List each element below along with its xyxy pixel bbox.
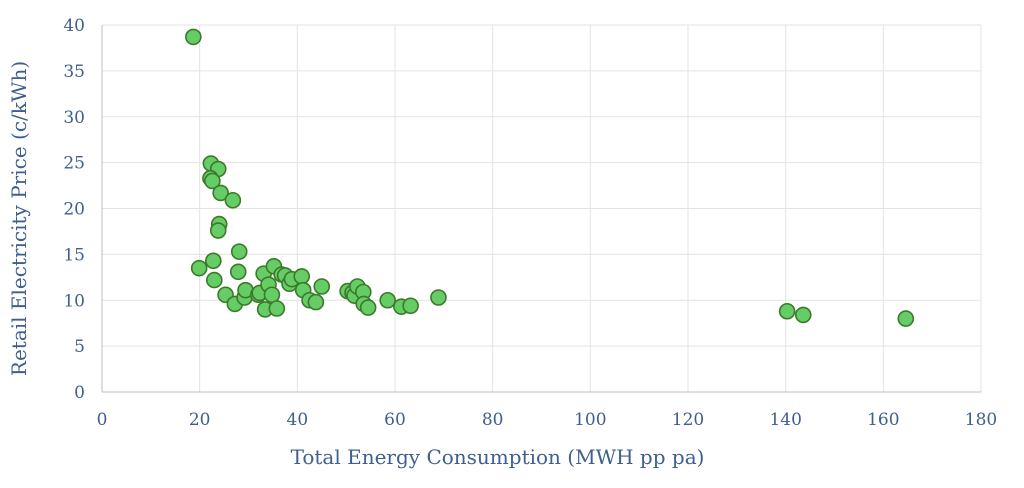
data-point	[794, 306, 812, 324]
y-tick-label: 40	[63, 16, 85, 36]
x-tick-label: 40	[287, 410, 309, 430]
data-point	[209, 222, 227, 239]
y-tick-label: 35	[63, 62, 85, 82]
data-point	[224, 191, 242, 209]
x-tick-label: 180	[965, 410, 997, 430]
x-tick-label: 100	[574, 410, 606, 430]
data-point	[185, 28, 202, 46]
y-tick-label: 10	[63, 291, 85, 311]
x-tick-label: 160	[867, 410, 899, 430]
data-point	[204, 172, 221, 190]
x-tick-label: 60	[384, 410, 406, 430]
data-points	[185, 28, 915, 327]
data-point	[268, 300, 286, 317]
y-tick-labels: 0 5 10 15 20 25 30 35 40	[63, 16, 85, 403]
x-tick-label: 80	[482, 410, 504, 430]
y-tick-label: 25	[63, 154, 85, 174]
data-point	[190, 259, 208, 277]
y-tick-label: 0	[74, 383, 85, 403]
x-tick-label: 20	[189, 410, 211, 430]
x-axis-title: Total Energy Consumption (MWH pp pa)	[291, 445, 705, 469]
data-point	[778, 302, 796, 320]
data-point	[206, 271, 223, 289]
data-point	[430, 289, 447, 306]
data-point	[313, 278, 331, 295]
data-point	[263, 286, 281, 304]
y-tick-label: 15	[63, 245, 85, 265]
y-tick-label: 5	[74, 337, 85, 357]
data-point	[307, 293, 325, 311]
data-point	[229, 263, 247, 281]
x-tick-label: 0	[97, 410, 108, 430]
data-point	[402, 297, 419, 315]
data-point	[379, 291, 396, 309]
gridlines	[102, 24, 982, 392]
x-tick-labels: 0 20 40 60 80 100 120 140 160 180	[97, 410, 998, 430]
data-point	[212, 184, 229, 202]
y-axis-title: Retail Electricity Price (c/kWh)	[7, 61, 31, 376]
y-tick-label: 30	[63, 108, 85, 128]
axes	[101, 25, 981, 393]
data-point	[359, 299, 377, 316]
y-tick-label: 20	[63, 200, 85, 220]
data-point	[205, 252, 222, 270]
data-point	[897, 310, 915, 327]
data-point	[293, 268, 311, 285]
x-tick-label: 120	[672, 410, 704, 430]
x-tick-label: 140	[769, 410, 801, 430]
data-point	[230, 243, 248, 260]
